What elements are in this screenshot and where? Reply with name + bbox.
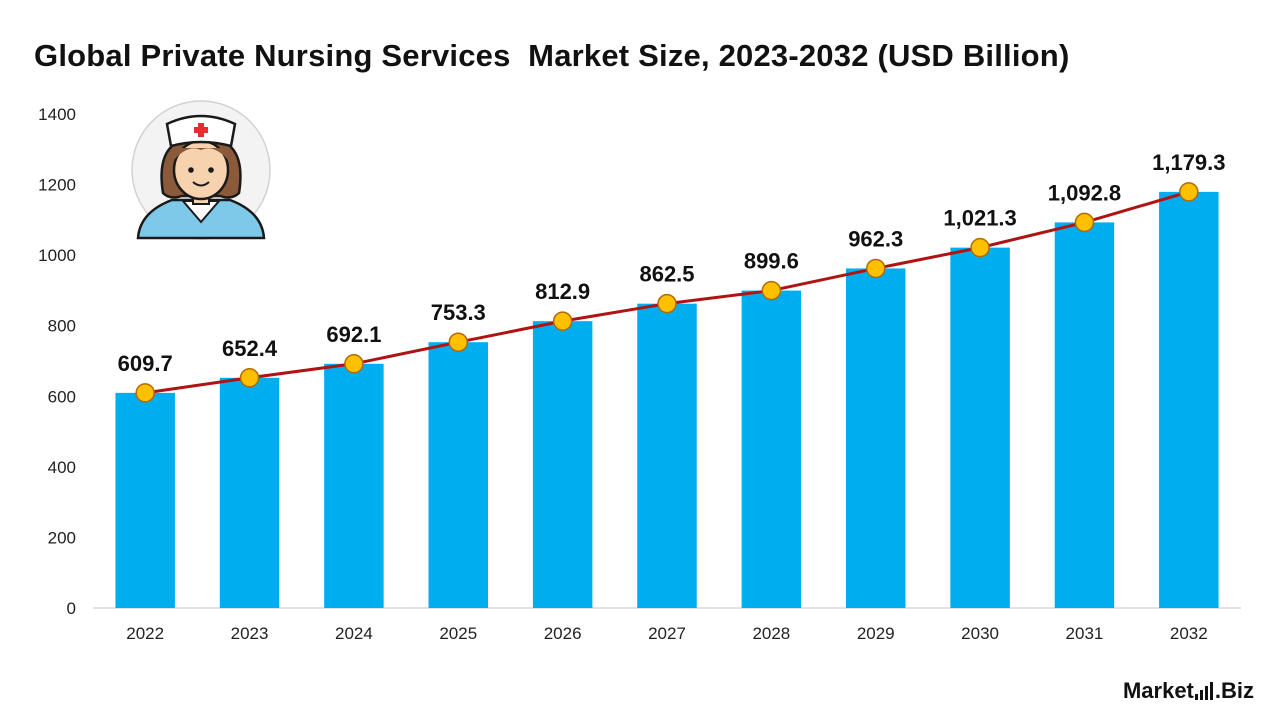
data-point-marker (344, 354, 364, 374)
data-label: 862.5 (639, 262, 694, 287)
data-label: 812.9 (535, 279, 590, 304)
chart-title: Global Private Nursing Services Market S… (34, 38, 1070, 73)
x-tick-label: 2022 (126, 624, 164, 643)
y-tick-label: 1400 (38, 105, 76, 124)
data-label: 962.3 (848, 226, 903, 251)
data-point-marker (761, 280, 782, 301)
logo-text-a: Mark (1122, 678, 1175, 703)
y-tick-label: 400 (48, 458, 76, 477)
bar (741, 290, 802, 608)
data-point-marker (1074, 212, 1095, 233)
bar (219, 377, 280, 608)
x-tick-label: 2027 (648, 624, 686, 643)
y-tick-label: 0 (67, 599, 76, 618)
bar (428, 342, 489, 608)
data-label: 692.1 (326, 322, 381, 347)
data-label: 1,179.3 (1152, 150, 1225, 175)
data-point-marker (970, 237, 990, 258)
y-tick-label: 800 (48, 317, 76, 336)
data-label: 899.6 (744, 249, 799, 274)
x-tick-label: 2032 (1170, 624, 1208, 643)
data-label: 753.3 (431, 300, 486, 325)
logo-bars-icon (1194, 682, 1213, 700)
bar (324, 363, 384, 608)
x-tick-label: 2030 (961, 624, 999, 643)
bar (1054, 222, 1115, 609)
data-point-marker (448, 332, 469, 352)
x-tick-label: 2024 (335, 624, 373, 643)
nurse-icon (131, 100, 271, 240)
x-tick-label: 2028 (752, 624, 790, 643)
y-tick-label: 600 (48, 387, 76, 406)
x-tick-label: 2031 (1066, 624, 1104, 643)
data-point-marker (657, 293, 677, 314)
x-tick-label: 2025 (439, 624, 477, 643)
x-tick-label: 2023 (231, 624, 269, 643)
logo-text-b: et (1174, 678, 1194, 703)
bar (115, 392, 175, 608)
bar (1159, 191, 1219, 609)
x-tick-label: 2029 (857, 624, 895, 643)
x-tick-label: 2026 (544, 624, 582, 643)
data-point-marker (1179, 182, 1199, 202)
y-tick-label: 1000 (38, 246, 76, 265)
data-label: 652.4 (222, 336, 278, 361)
bar (637, 303, 697, 608)
data-point-marker (135, 383, 155, 403)
bar (845, 268, 906, 608)
bar (532, 321, 593, 608)
marketbiz-logo: Mark et .Biz (1123, 678, 1254, 704)
data-point-marker (865, 258, 886, 279)
y-tick-label: 1200 (38, 176, 76, 195)
data-label: 1,021.3 (943, 206, 1016, 231)
y-tick-label: 200 (48, 528, 76, 547)
data-point-marker (552, 311, 573, 331)
logo-text-c: .Biz (1214, 678, 1254, 703)
bar (950, 247, 1010, 608)
data-point-marker (239, 368, 260, 388)
data-label: 609.7 (118, 351, 173, 376)
data-label: 1,092.8 (1048, 180, 1121, 205)
